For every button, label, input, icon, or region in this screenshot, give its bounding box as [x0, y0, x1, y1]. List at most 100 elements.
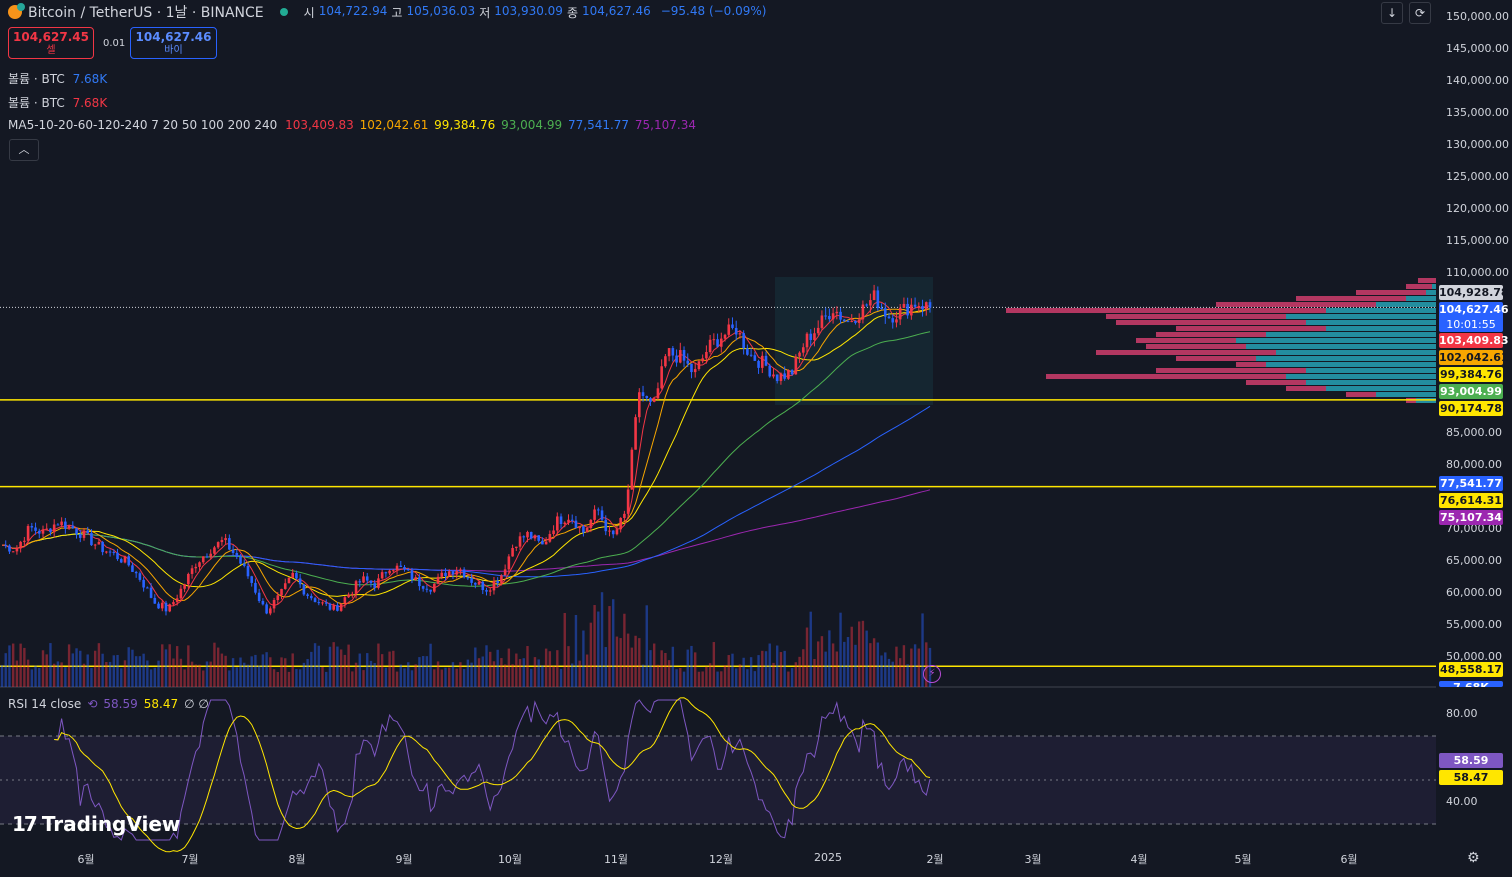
candle-body [921, 306, 924, 310]
volume-bar [205, 661, 209, 687]
volume-bar [243, 662, 246, 687]
volume-bar [641, 664, 645, 687]
volume-bar [436, 661, 440, 687]
volume-profile-bar [1176, 356, 1256, 361]
volume-bar [418, 657, 421, 687]
volume-bar [582, 630, 585, 687]
tradingview-logo-icon: 17 [12, 812, 38, 836]
volume-profile-bar [1246, 344, 1436, 349]
buy-button[interactable]: 104,627.46 바이 [130, 27, 217, 59]
volume-legend-1[interactable]: 볼륨 · BTC 7.68K [8, 70, 107, 87]
volume-bar [746, 669, 749, 687]
candle-body [41, 529, 45, 534]
volume-bar [399, 664, 402, 687]
symbol-title[interactable]: Bitcoin / TetherUS · 1날 · BINANCE [28, 5, 264, 21]
ma20-value: 99,384.76 [434, 118, 496, 132]
ohlc-values: 시 104,722.94 고 105,036.03 저 103,930.09 종 104… [304, 4, 767, 21]
tradingview-logo[interactable]: 17 TradingView [12, 812, 180, 836]
volume-bar [898, 658, 902, 687]
volume-profile-bar [1146, 344, 1246, 349]
candle-body [559, 516, 563, 525]
candle-body [835, 311, 839, 314]
volume-profile-bar [1096, 350, 1276, 355]
volume-bar [56, 661, 60, 687]
volume-bar [645, 605, 648, 687]
candle-body [209, 553, 213, 557]
volume-bar [257, 665, 261, 687]
rsi-ma-label: 58.47 [1439, 770, 1503, 785]
volume-bar [366, 653, 369, 687]
volume-bar [261, 654, 265, 687]
candle-body [216, 542, 220, 548]
open-value: 104,722.94 [318, 3, 388, 18]
volume-bar [291, 653, 294, 687]
volume-bar [86, 654, 89, 687]
volume-profile-bar [1376, 302, 1436, 307]
volume-bar [209, 661, 212, 687]
download-icon[interactable]: ↓ [1381, 2, 1403, 24]
volume-bar [738, 664, 742, 687]
settings-icon[interactable]: ⚙ [1467, 850, 1480, 866]
candle-body [470, 578, 473, 583]
rsi-legend[interactable]: RSI 14 close ⟲ 58.59 58.47 ∅ ∅ [8, 697, 209, 711]
reset-chart-icon[interactable]: ⟳ [1409, 2, 1431, 24]
lightning-icon[interactable]: ⚡ [923, 665, 941, 683]
volume-bar [172, 658, 175, 687]
volume-bar [164, 649, 168, 687]
candle-body [280, 588, 283, 596]
candle-body [11, 551, 15, 553]
candle-body [175, 598, 179, 603]
volume-profile-bar [1276, 350, 1436, 355]
candle-body [775, 374, 779, 382]
price-label: 104,928.78 [1439, 285, 1509, 300]
volume-bar [861, 620, 865, 687]
candle-body [19, 541, 22, 549]
candle-body [597, 509, 600, 511]
sell-button[interactable]: 104,627.45 셀 [8, 27, 94, 59]
volume-bar [477, 658, 481, 687]
volume-bar [235, 667, 238, 687]
time-tick: 4월 [1130, 853, 1148, 866]
volume-bar [675, 669, 678, 687]
candle-body [105, 551, 108, 553]
candle-body [213, 547, 216, 554]
collapse-legend-button[interactable]: ︿ [9, 139, 39, 161]
candle-body [779, 373, 783, 382]
volume-bar [317, 645, 320, 687]
volume-bar [489, 651, 492, 687]
volume-profile-bar [1326, 308, 1436, 313]
volume-bar [887, 658, 891, 687]
candle-body [686, 360, 690, 364]
volume-legend-2[interactable]: 볼륨 · BTC 7.68K [8, 94, 107, 111]
candle-body [522, 536, 526, 538]
volume-bar [38, 667, 41, 687]
candle-body [611, 530, 615, 535]
candle-body [772, 374, 775, 377]
volume-bar [712, 642, 716, 687]
volume-profile-bar [1306, 368, 1436, 373]
candle-body [56, 524, 60, 526]
candle-body [49, 528, 52, 533]
candle-body [324, 602, 328, 604]
candle-body [373, 583, 376, 588]
volume-bar [802, 649, 805, 687]
candle-body [75, 528, 78, 535]
candle-body [436, 576, 440, 584]
volume-bar [373, 663, 376, 687]
candle-body [403, 567, 406, 570]
candle-body [399, 565, 403, 568]
ma-legend[interactable]: MA5-10-20-60-120-240 7 20 50 100 200 240… [8, 118, 696, 132]
candle-body [86, 530, 90, 533]
volume-bar [869, 643, 872, 687]
volume-bar [828, 630, 831, 687]
volume-bar [466, 659, 470, 687]
candle-body [306, 594, 309, 596]
volume-bar [161, 644, 164, 687]
volume-bar [64, 667, 67, 687]
candle-body [801, 347, 805, 353]
candle-body [634, 417, 637, 450]
candle-body [794, 356, 798, 375]
open-label: 시 [303, 5, 315, 20]
price-tick: 115,000.00 [1446, 234, 1509, 247]
